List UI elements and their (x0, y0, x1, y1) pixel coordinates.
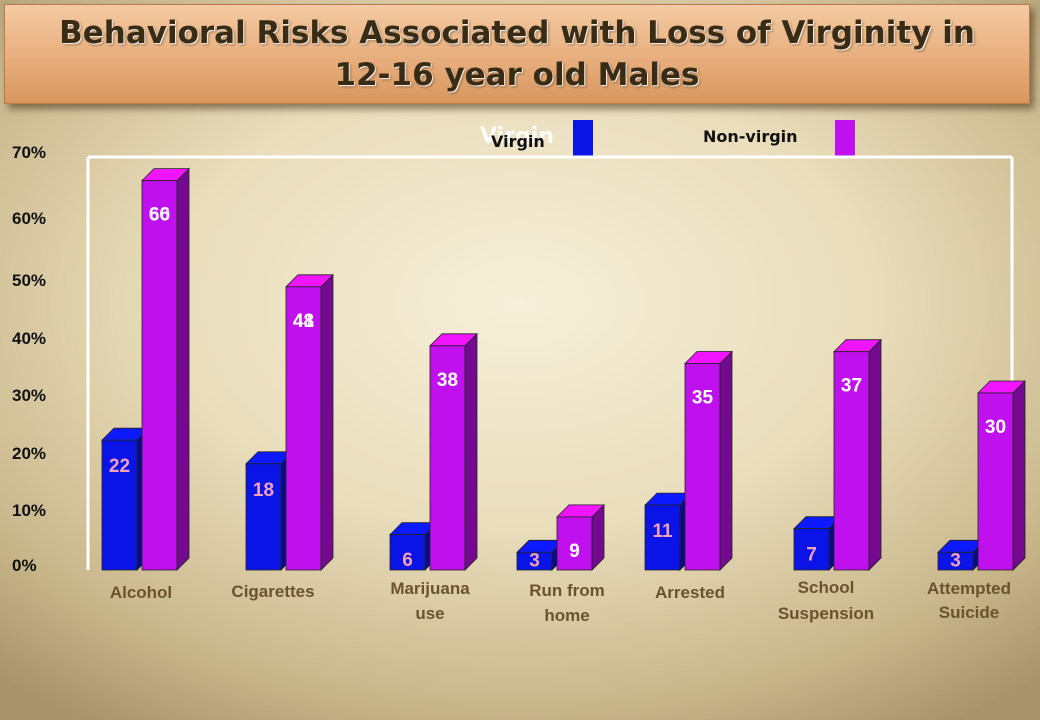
data-label: 66 (149, 205, 170, 226)
category-label: Run from (529, 581, 605, 600)
bar-side (176, 167, 190, 571)
y-tick-label: 30% (12, 386, 46, 405)
data-label: 3 (950, 550, 961, 571)
chart-title: Behavioral Risks Associated with Loss of… (59, 15, 975, 93)
category-label: Attempted (927, 579, 1011, 598)
category-label: School (798, 578, 855, 597)
data-label: 18 (253, 480, 274, 501)
y-tick-label: 0% (12, 556, 37, 575)
bar (684, 363, 721, 571)
bar (644, 504, 681, 571)
bar-side (719, 350, 733, 571)
bars-layer (101, 167, 1026, 571)
y-tick-label: 20% (12, 444, 46, 463)
category-labels-layer: Alcohol Cigarettes Marijuana use Run from hom… (110, 578, 1011, 625)
y-axis-ticks: 0% 10% 20% 30% 40% 50% 60% 70% (12, 143, 46, 575)
bar (245, 463, 282, 571)
bar (516, 551, 553, 571)
legend-ghost-label: Virgin (480, 124, 554, 149)
bar-side (320, 273, 334, 571)
bar-side (868, 338, 882, 571)
data-label: 37 (841, 376, 862, 397)
y-tick-label: 40% (12, 329, 46, 348)
data-label-overlay: 41 (293, 311, 315, 332)
data-label: 7 (806, 545, 817, 566)
y-tick-label: 10% (12, 501, 46, 520)
legend-nonvirgin-label: Non-virgin (703, 127, 798, 146)
title-banner: Behavioral Risks Associated with Loss of… (4, 4, 1030, 104)
bar (793, 528, 830, 571)
data-label: 3 (529, 550, 540, 571)
bar (977, 392, 1014, 571)
bar (429, 345, 466, 571)
data-label: 11 (652, 521, 673, 542)
category-label: Suicide (939, 603, 999, 622)
bar (556, 516, 593, 571)
legend-virgin-label: Virgin (491, 132, 545, 151)
data-label: 30 (985, 417, 1006, 438)
bar (833, 351, 870, 571)
legend-nonvirgin-swatch (835, 120, 855, 158)
category-label: Cigarettes (231, 582, 314, 601)
data-label-overlay: 60 (149, 205, 170, 226)
data-label: 9 (569, 541, 580, 562)
category-label: home (544, 606, 589, 625)
y-tick-label: 50% (12, 271, 46, 290)
bar (141, 180, 178, 571)
y-tick-label: 70% (12, 143, 46, 162)
category-label: Alcohol (110, 583, 172, 602)
data-label: 22 (109, 456, 130, 477)
data-labels-layer: 22 66 18 48 6 38 3 9 11 35 7 37 3 30 60 41 (109, 205, 1006, 572)
category-label: Suspension (778, 604, 874, 623)
bar (101, 439, 138, 571)
y-tick-label: 60% (12, 209, 46, 228)
category-label: use (415, 604, 444, 623)
data-label: 35 (692, 388, 714, 409)
bar (389, 534, 426, 571)
bar-side (1012, 380, 1026, 571)
bar (285, 286, 322, 571)
data-label: 6 (402, 550, 413, 571)
data-label: 38 (437, 370, 458, 391)
category-label: Marijuana (390, 579, 470, 598)
bar (937, 551, 974, 571)
bar-side (464, 332, 478, 571)
legend-virgin-swatch (573, 120, 593, 158)
data-label: 48 (293, 311, 314, 332)
category-label: Arrested (655, 583, 725, 602)
